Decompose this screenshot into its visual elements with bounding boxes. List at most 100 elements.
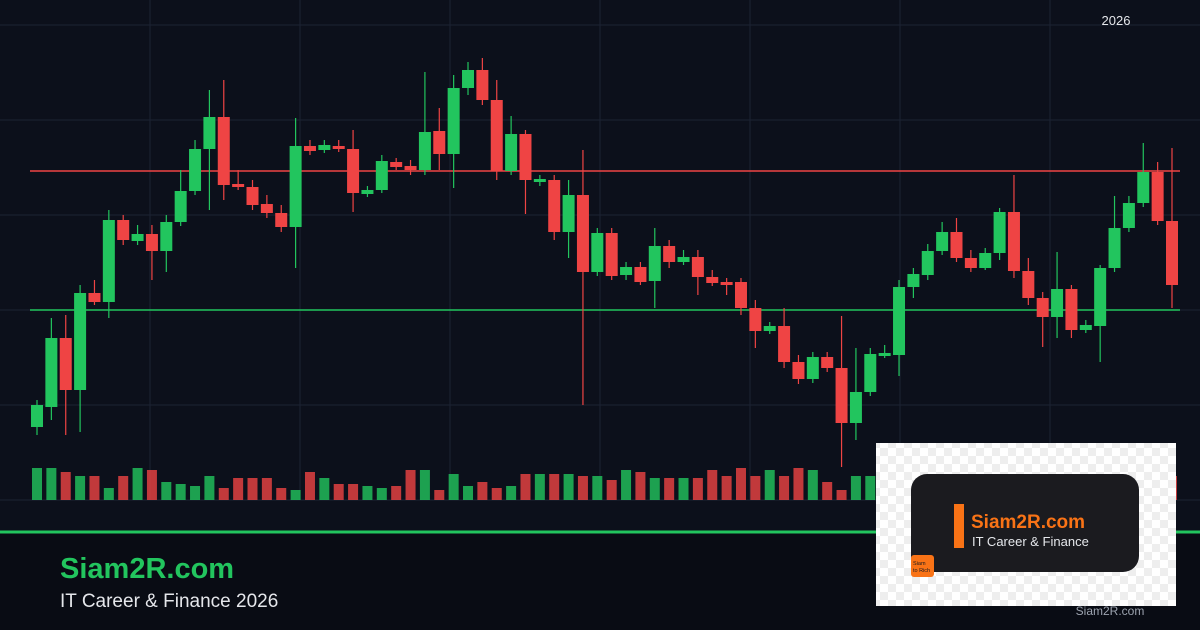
volume-bar <box>793 468 804 500</box>
volume-bar <box>534 474 545 500</box>
candle-body <box>864 354 877 392</box>
candle-body <box>505 134 518 171</box>
watermark: Siam2R.com <box>1076 604 1145 618</box>
candle-body <box>131 234 144 241</box>
candle-body <box>849 392 862 423</box>
candle-body <box>548 180 561 232</box>
candle-body <box>979 253 992 268</box>
volume-bar <box>750 476 761 500</box>
volume-bar <box>132 468 143 500</box>
volume-bar <box>304 472 315 500</box>
candle-body <box>102 220 115 302</box>
volume-bar <box>506 486 517 500</box>
candle-body <box>634 267 647 282</box>
candle-body <box>390 162 403 167</box>
candle-body <box>663 246 676 262</box>
candle-body <box>533 179 546 182</box>
candle-body <box>778 326 791 362</box>
volume-bar <box>764 470 775 500</box>
candle-body <box>519 134 532 180</box>
volume-bar <box>549 474 560 500</box>
candle-body <box>189 149 202 191</box>
candle-body <box>289 146 302 227</box>
candle-body <box>620 267 633 275</box>
candle-body <box>74 293 87 390</box>
volume-bar <box>635 472 646 500</box>
candle-body <box>174 191 187 222</box>
candle-body <box>117 220 130 240</box>
volume-bar <box>46 468 57 500</box>
volume-bar <box>405 470 416 500</box>
volume-bar <box>735 468 746 500</box>
volume-bar <box>146 470 157 500</box>
candle-body <box>893 287 906 355</box>
logo-brand: Siam2R.com <box>971 512 1085 533</box>
candle-body <box>160 222 173 251</box>
volume-bar <box>692 478 703 500</box>
candle-body <box>576 195 589 272</box>
volume-bar <box>89 476 100 500</box>
candle-body <box>720 282 733 285</box>
candle-body <box>232 184 245 187</box>
candle-body <box>433 131 446 154</box>
candle-body <box>260 204 273 213</box>
volume-bar <box>190 486 201 500</box>
volume-bar <box>161 482 172 500</box>
volume-bar <box>247 478 258 500</box>
volume-bar <box>721 476 732 500</box>
candle-body <box>1079 325 1092 330</box>
logo-badge-text: to Rich <box>913 568 930 574</box>
volume-bar <box>60 472 71 500</box>
candle-body <box>1022 271 1035 298</box>
volume-bar <box>348 484 359 500</box>
candle-body <box>404 166 417 170</box>
candle-body <box>605 233 618 276</box>
candle-body <box>648 246 661 281</box>
volume-bar <box>606 480 617 500</box>
volume-bar <box>290 490 301 500</box>
candle-body <box>476 70 489 100</box>
volume-bar <box>276 488 287 500</box>
volume-bar <box>477 482 488 500</box>
candle-body <box>806 357 819 379</box>
volume-bar <box>865 476 876 500</box>
volume-bar <box>649 478 660 500</box>
candle-body <box>1094 268 1107 326</box>
volume-bar <box>807 470 818 500</box>
candle-body <box>792 362 805 379</box>
footer-brand: Siam2R.com <box>60 553 234 585</box>
candle-body <box>88 293 101 302</box>
volume-bar <box>664 478 675 500</box>
candle-body <box>993 212 1006 253</box>
candle-body <box>964 258 977 268</box>
volume-bar <box>577 476 588 500</box>
volume-bar <box>175 484 186 500</box>
volume-bar <box>75 476 86 500</box>
candle-body <box>375 161 388 190</box>
logo-badge <box>911 555 934 577</box>
candle-body <box>217 117 230 185</box>
logo-badge-text: Siam <box>913 561 926 567</box>
volume-bar <box>319 478 330 500</box>
volume-bar <box>419 470 430 500</box>
candle-body <box>347 149 360 193</box>
volume-bar <box>448 474 459 500</box>
volume-bar <box>204 476 215 500</box>
volume-bar <box>103 488 114 500</box>
candle-body <box>1007 212 1020 271</box>
volume-bar <box>333 484 344 500</box>
candle-body <box>447 88 460 154</box>
volume-bar <box>118 476 129 500</box>
volume-bar <box>822 482 833 500</box>
candle-body <box>1122 203 1135 228</box>
logo-card <box>911 474 1139 572</box>
candle-body <box>677 257 690 262</box>
volume-bar <box>592 476 603 500</box>
candle-body <box>332 146 345 149</box>
logo: Siam2R.com IT Career & Finance Siam to R… <box>876 443 1176 606</box>
volume-bar <box>621 470 632 500</box>
volume-bar <box>707 470 718 500</box>
candle-body <box>921 251 934 275</box>
candle-body <box>318 145 331 150</box>
